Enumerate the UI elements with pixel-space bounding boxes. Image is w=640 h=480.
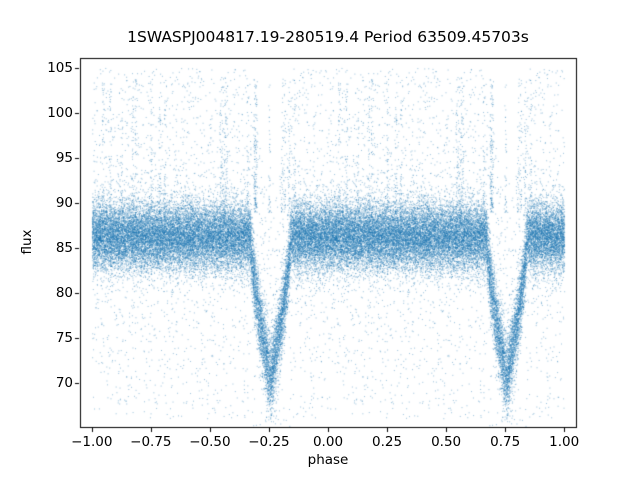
y-tick-label: 100 [47,104,73,121]
x-tick-label: 0.75 [490,434,521,450]
y-tick-label: 70 [55,374,73,391]
x-tick-label: 0.25 [372,434,403,450]
y-axis-label: flux [19,229,35,255]
x-tick-label: −1.00 [71,434,113,450]
chart-title: 1SWASPJ004817.19-280519.4 Period 63509.4… [127,28,529,46]
x-tick-label: −0.50 [189,434,231,450]
y-tick-label: 80 [55,284,73,301]
x-tick-label: 0.50 [431,434,462,450]
x-axis-label: phase [307,452,349,468]
x-tick-label: −0.75 [130,434,172,450]
x-tick-label: −0.25 [248,434,290,450]
y-tick-label: 75 [55,329,73,346]
y-tick-label: 95 [55,149,73,166]
y-tick-label: 85 [55,239,73,256]
x-tick-label: 0.00 [312,434,344,450]
y-tick-label: 90 [55,194,73,211]
x-tick-label: 1.00 [549,434,580,450]
y-tick-label: 105 [47,59,73,76]
